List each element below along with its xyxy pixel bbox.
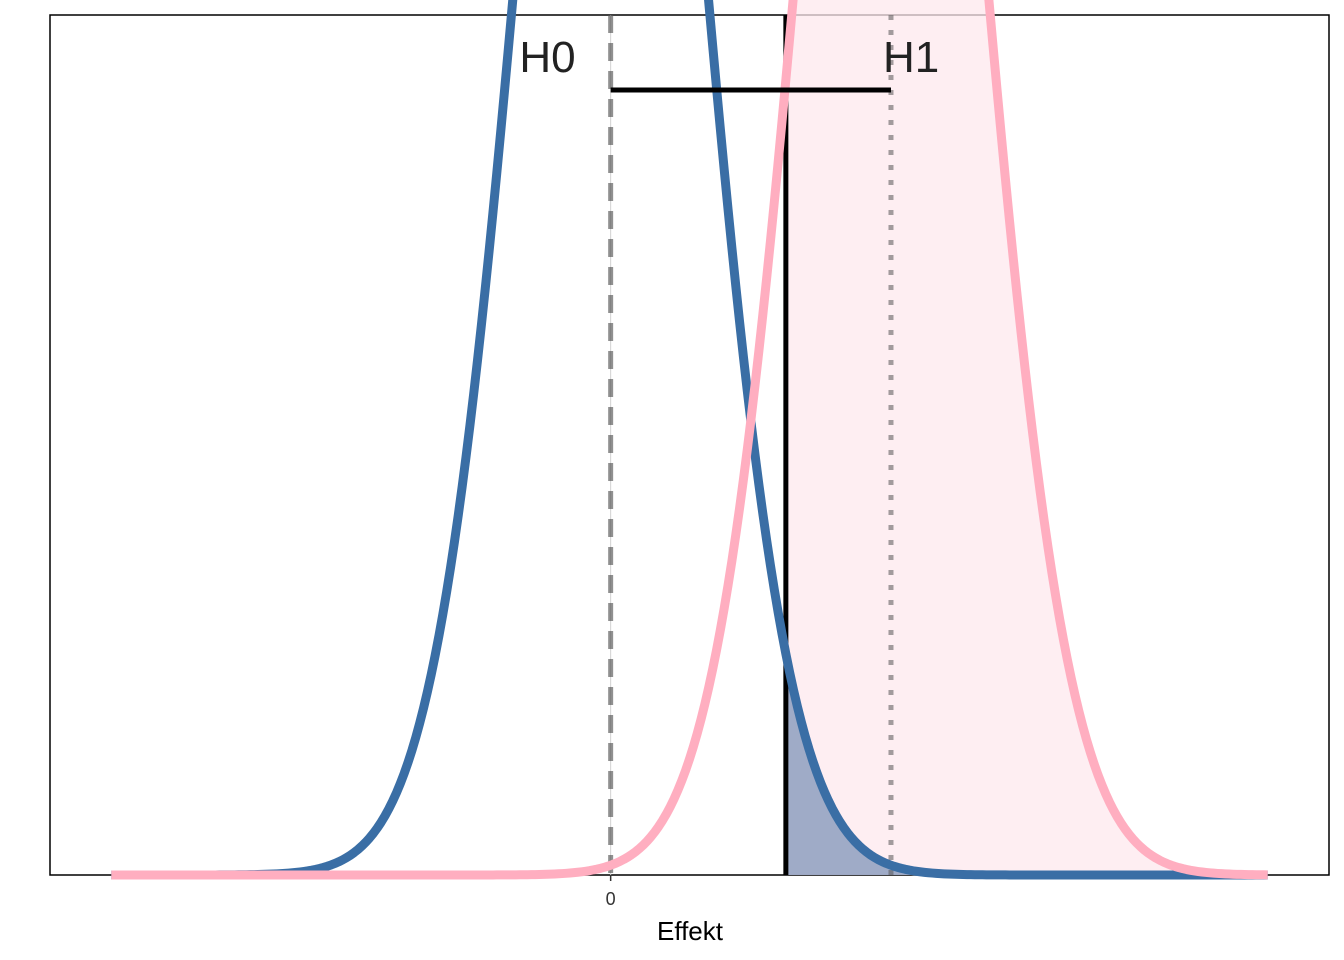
density-curves <box>110 0 1269 880</box>
h1-label: H1 <box>883 33 939 82</box>
reference-lines <box>608 15 894 875</box>
h1-density-curve <box>110 0 1269 880</box>
x-axis-ticks: 0 <box>606 875 616 909</box>
shaded-regions <box>785 0 1268 875</box>
plot-panel <box>49 14 1330 876</box>
annotations: H0 H1 <box>519 33 939 93</box>
h0-tail-shade <box>785 653 1268 875</box>
x-axis-title: Effekt <box>657 916 724 946</box>
h0-label: H0 <box>519 33 575 82</box>
x-tick-label: 0 <box>606 889 616 909</box>
h1-power-shade <box>785 0 1268 875</box>
